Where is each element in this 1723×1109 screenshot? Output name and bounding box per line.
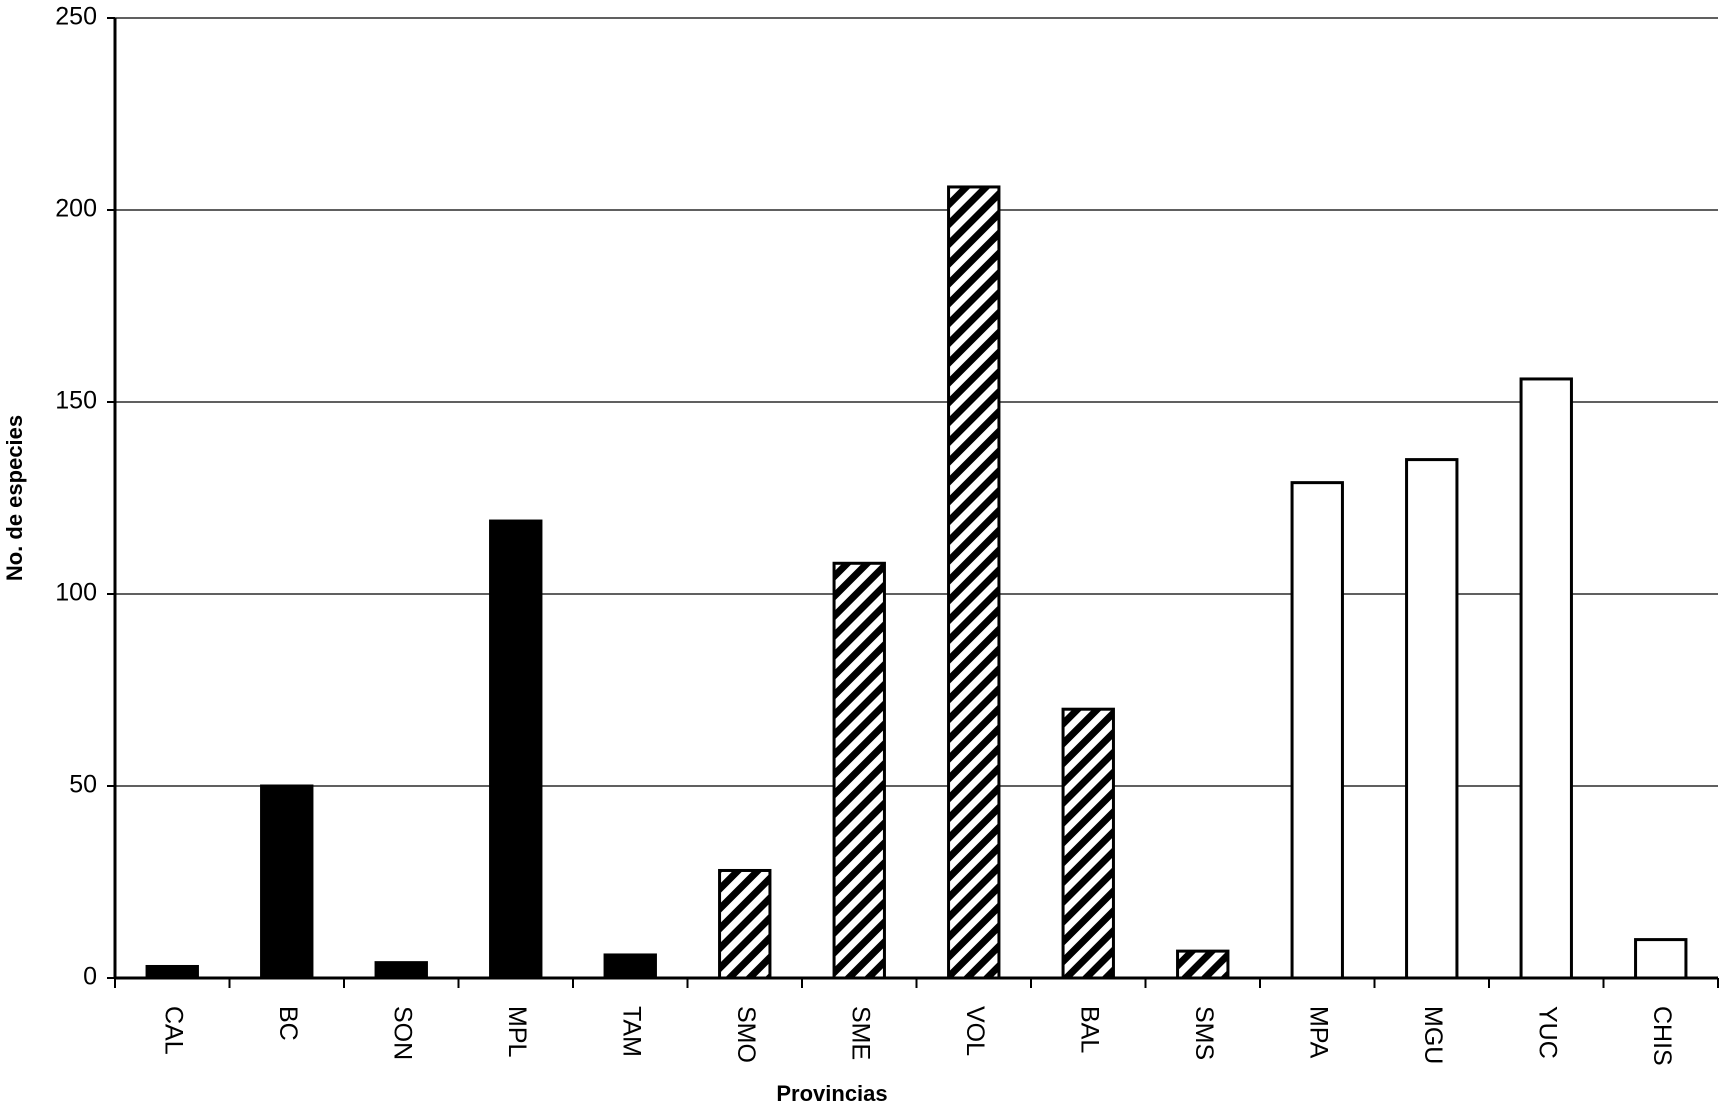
y-tick-label: 50 bbox=[69, 771, 97, 799]
x-tick-label: CHIS bbox=[1648, 1006, 1676, 1066]
bar bbox=[1519, 377, 1573, 980]
bar bbox=[1176, 949, 1230, 980]
x-tick-label: MGU bbox=[1419, 1006, 1447, 1064]
x-tick-label: VOL bbox=[961, 1006, 989, 1056]
y-tick-label: 200 bbox=[55, 195, 97, 223]
x-axis-title: Provincias bbox=[776, 1081, 887, 1106]
x-tick-label: SMS bbox=[1190, 1006, 1218, 1060]
x-tick-label: TAM bbox=[618, 1006, 646, 1057]
y-tick-label: 0 bbox=[83, 963, 97, 991]
x-tick-label: BC bbox=[274, 1006, 302, 1041]
bar bbox=[832, 561, 886, 980]
y-tick-label: 100 bbox=[55, 579, 97, 607]
bar bbox=[1634, 938, 1688, 980]
bar bbox=[718, 868, 772, 980]
x-tick-label: SME bbox=[847, 1006, 875, 1060]
y-tick-label: 250 bbox=[55, 3, 97, 31]
x-tick-label: SON bbox=[389, 1006, 417, 1060]
bar bbox=[145, 964, 199, 980]
bar bbox=[947, 185, 1001, 980]
x-tick-label: SMO bbox=[732, 1006, 760, 1063]
bar bbox=[1290, 481, 1344, 980]
y-tick-label: 150 bbox=[55, 387, 97, 415]
x-tick-label: CAL bbox=[160, 1006, 188, 1055]
bar bbox=[1405, 458, 1459, 980]
bar bbox=[374, 961, 428, 980]
x-tick-label: YUC bbox=[1534, 1006, 1562, 1059]
y-axis-title: No. de especies bbox=[2, 415, 27, 581]
x-tick-label: BAL bbox=[1076, 1006, 1104, 1053]
bar bbox=[489, 519, 543, 980]
x-tick-label: MPL bbox=[503, 1006, 531, 1058]
bar bbox=[603, 953, 657, 980]
bar bbox=[1061, 707, 1115, 980]
bar bbox=[260, 784, 314, 980]
x-tick-label: MPA bbox=[1305, 1006, 1333, 1059]
